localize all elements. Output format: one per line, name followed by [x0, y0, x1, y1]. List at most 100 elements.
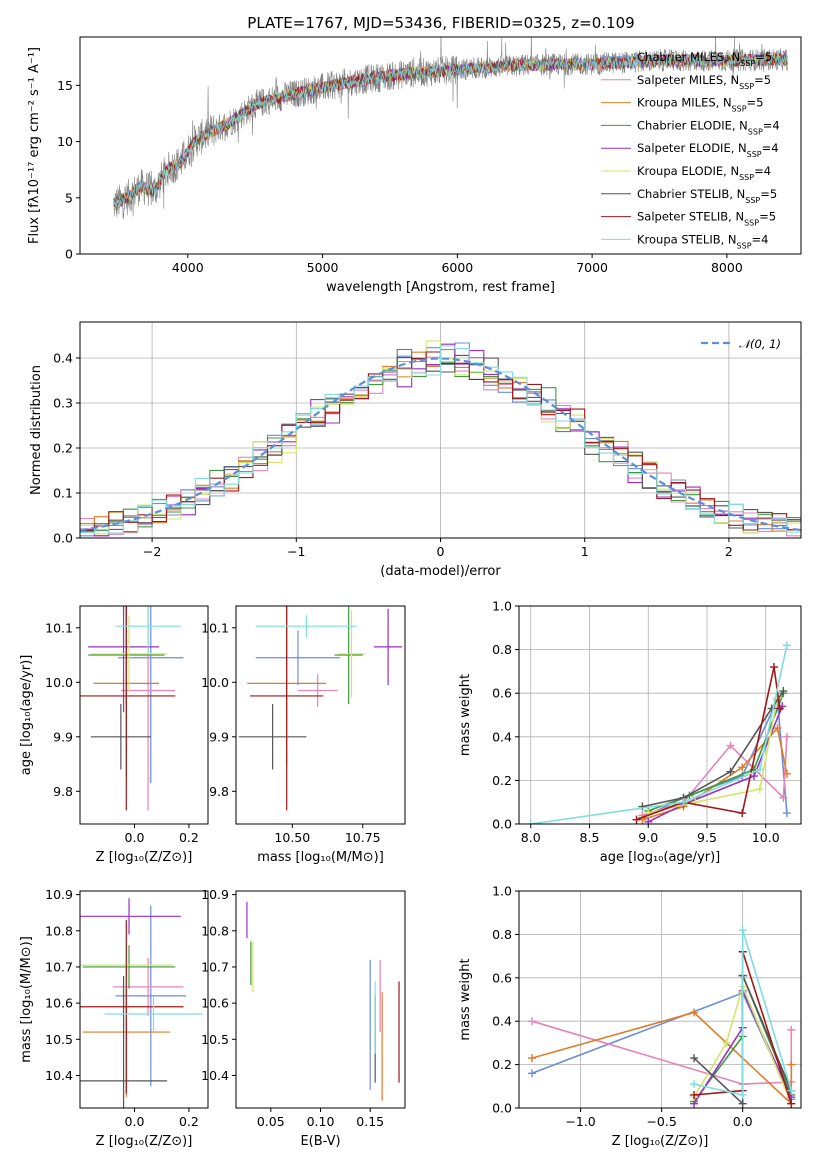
x-axis-label: mass [log₁₀(M/M⊙)]	[257, 850, 384, 865]
mass-weight-marker-8-0	[690, 1080, 699, 1089]
y-tick-label: 9.8	[209, 784, 229, 799]
x-tick-label: 0.15	[356, 1114, 384, 1129]
mass-weight-marker-7-4	[775, 704, 784, 713]
mass-weight-marker-6-1	[738, 1099, 747, 1108]
mass-weight-line-5	[693, 984, 793, 1105]
mass-weight-marker-2-2	[738, 763, 747, 772]
x-axis-label: (data-model)/error	[380, 564, 501, 579]
mass-weight-marker-4-0	[644, 817, 653, 824]
x-tick-label: 8.5	[580, 830, 600, 845]
y-tick-label: 10.6	[45, 996, 73, 1011]
mass-weight-marker-2-1	[690, 1008, 699, 1017]
axes-frame	[518, 605, 802, 825]
mass-weight-marker-8-0	[526, 820, 535, 824]
x-tick-label: 0.0	[125, 1114, 145, 1129]
x-tick-label: −2	[143, 544, 161, 559]
residual-histogram-panel: −2 −1 0 1 2 0.0 0.1 0.2 0.3 0.4 (data-model)/error…	[29, 321, 802, 579]
y-axis-label: age [log₁₀(age/yr)]	[19, 655, 34, 776]
y-tick-label: 0.4	[492, 1014, 512, 1029]
y-tick-label: 10.1	[201, 620, 229, 635]
mass-weight-marker-2-4	[782, 769, 791, 778]
mass-weight-marker-6-2	[726, 767, 735, 776]
y-axis-label: mass [log₁₀(M/M⊙)]	[19, 936, 34, 1063]
histogram-step-8	[80, 345, 801, 534]
age-vs-metallicity-panel: 0.0 0.2 9.8 9.9 10.0 10.1 Z [log₁₀(Z/Z⊙)] age […	[19, 605, 209, 865]
y-tick-label: 10.6	[201, 996, 229, 1011]
plot-area	[526, 641, 791, 824]
y-axis-label: mass weight	[458, 958, 473, 1040]
y-tick-label: 9.8	[53, 784, 73, 799]
y-tick-label: 0.2	[492, 1057, 512, 1072]
legend-entry-6: Chabrier STELIB, NSSP=5	[637, 187, 777, 205]
axes-frame	[79, 605, 209, 825]
y-tick-label: 10.8	[45, 923, 73, 938]
x-tick-label: 6000	[441, 260, 473, 275]
y-tick-label: 0.8	[492, 927, 512, 942]
y-tick-label: 0.4	[492, 729, 512, 744]
legend-entry-8: Kroupa STELIB, NSSP=4	[637, 232, 768, 250]
mass-weight-marker-2-0	[527, 1054, 536, 1063]
y-tick-label: 9.9	[209, 729, 229, 744]
x-axis-label: wavelength [Angstrom, rest frame]	[326, 280, 555, 295]
y-tick-label: 0.4	[53, 351, 73, 366]
mass-weight-marker-0-0	[527, 1069, 536, 1078]
mass-weight-marker-2-3	[773, 724, 782, 733]
mass-weight-marker-7-0	[690, 1090, 699, 1099]
y-tick-label: 10.7	[201, 959, 229, 974]
mass-weight-line-4	[647, 705, 783, 823]
age-vs-mass-panel: 10.50 10.75 9.8 9.9 10.0 10.1 mass [log₁₀(M/M⊙…	[201, 605, 406, 865]
y-tick-label: 1.0	[492, 599, 512, 614]
y-tick-label: 0	[65, 247, 73, 262]
x-tick-label: 0.05	[257, 1114, 285, 1129]
normal-distribution-curve	[80, 357, 801, 532]
plot-area	[80, 606, 184, 811]
y-tick-label: 0.2	[53, 441, 73, 456]
y-tick-label: 9.9	[53, 729, 73, 744]
spectrum-panel: 4000 5000 6000 7000 8000 0 5 10 15 wavelength [An…	[27, 36, 802, 295]
plot-area	[80, 340, 801, 537]
mass-weight-marker-7-3	[787, 1099, 796, 1108]
y-tick-label: 5	[65, 190, 73, 205]
mass-vs-ebv-panel: 0.05 0.10 0.15 10.4 10.5 10.6 10.7 10.8 10.9 E(B-…	[201, 887, 406, 1149]
mass-weight-marker-6-3	[767, 704, 776, 713]
y-tick-label: 0.2	[492, 773, 512, 788]
x-axis-label: Z [log₁₀(Z/Z⊙)]	[96, 850, 193, 865]
x-tick-label: 9.0	[638, 830, 658, 845]
y-tick-label: 10.5	[45, 1032, 73, 1047]
mass-weight-marker-1-2	[726, 741, 735, 750]
y-tick-label: 0.6	[492, 686, 512, 701]
x-tick-label: 0.10	[307, 1114, 335, 1129]
y-tick-label: 10.0	[201, 675, 229, 690]
x-axis-label: Z [log₁₀(Z/Z⊙)]	[612, 1134, 709, 1149]
legend-label-normal: 𝒩(0, 1)	[739, 337, 781, 351]
axes-frame	[79, 321, 802, 539]
x-tick-label: 8000	[711, 260, 743, 275]
mass-weight-marker-1-3	[779, 793, 788, 802]
x-tick-label: −0.5	[646, 1114, 676, 1129]
y-tick-label: 10.4	[45, 1068, 73, 1083]
x-tick-label: 5000	[307, 260, 339, 275]
legend-entry-1: Salpeter MILES, NSSP=5	[637, 73, 771, 91]
mass-weight-marker-7-0	[632, 815, 641, 824]
y-axis-label: Flux [fλ10⁻¹⁷ erg cm⁻² s⁻¹ A⁻¹]	[27, 47, 42, 244]
mass-weight-marker-1-4	[782, 732, 791, 741]
legend-entry-4: Salpeter ELODIE, NSSP=4	[637, 141, 779, 159]
legend-entry-3: Chabrier ELODIE, NSSP=4	[637, 118, 780, 136]
axes-frame	[79, 36, 802, 255]
y-tick-label: 0.8	[492, 642, 512, 657]
x-tick-label: 9.5	[697, 830, 717, 845]
y-tick-label: 0.1	[53, 486, 73, 501]
y-tick-label: 0.3	[53, 396, 73, 411]
legend-entry-0: Chabrier MILES, NSSP=5	[637, 50, 772, 68]
y-tick-label: 10.1	[45, 620, 73, 635]
mass-weight-marker-6-0	[638, 802, 647, 811]
mass-weight-marker-8-3	[787, 1086, 796, 1095]
y-tick-label: 0.0	[492, 817, 512, 832]
mass-weight-line-8	[693, 929, 793, 1096]
x-axis-label: Z [log₁₀(Z/Z⊙)]	[96, 1134, 193, 1149]
mass-weight-marker-7-3	[769, 663, 778, 672]
mass-weight-marker-4-2	[750, 772, 758, 781]
model-spectrum-line-8	[113, 53, 788, 208]
figure-title: PLATE=1767, MJD=53436, FIBERID=0325, z=0…	[247, 14, 634, 32]
